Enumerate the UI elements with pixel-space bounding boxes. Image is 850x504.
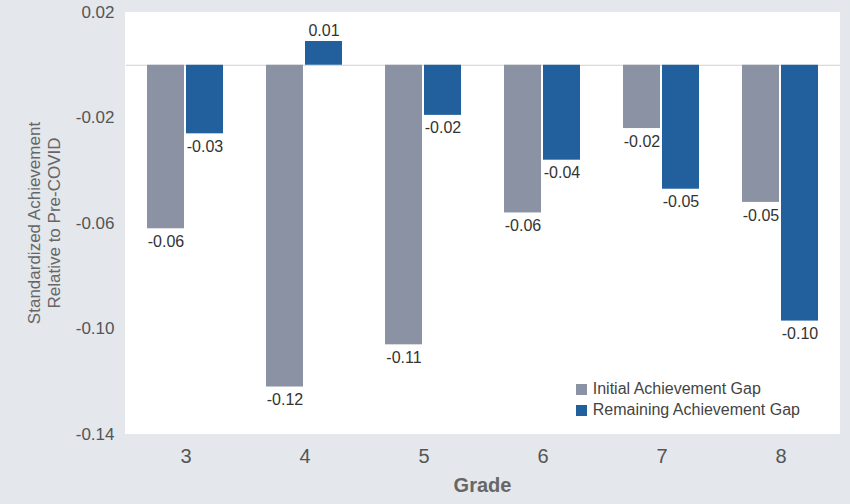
svg-text:-0.05: -0.05 [743, 207, 780, 224]
html-text:Initial Achievement Gap: Initial Achievement Gap [592, 380, 761, 397]
html-text:Standardized Achievement Relat: Standardized Achievement Relative to Pre… [25, 121, 64, 325]
html-text:Grade: Grade [453, 474, 512, 496]
svg-text:-0.02: -0.02 [76, 108, 115, 127]
svg-text:-0.03: -0.03 [187, 138, 224, 155]
svg-text:6: 6 [537, 445, 548, 467]
svg-text:4: 4 [299, 445, 310, 467]
svg-text:5: 5 [418, 445, 429, 467]
svg-text:8: 8 [775, 445, 786, 467]
html-text:Remaining Achievement Gap: Remaining Achievement Gap [592, 401, 800, 418]
svg-text:-0.10: -0.10 [76, 319, 115, 338]
svg-text:-0.04: -0.04 [544, 164, 581, 181]
svg-text:3: 3 [180, 445, 191, 467]
svg-text:-0.02: -0.02 [624, 133, 661, 150]
svg-text:-0.05: -0.05 [663, 193, 700, 210]
svg-text:7: 7 [656, 445, 667, 467]
svg-text:-0.06: -0.06 [76, 214, 115, 233]
svg-text:0.01: 0.01 [308, 22, 339, 39]
svg-text:-0.14: -0.14 [76, 425, 115, 444]
svg-text:-0.12: -0.12 [267, 391, 304, 408]
svg-text:-0.10: -0.10 [782, 325, 819, 342]
svg-text:0.02: 0.02 [81, 3, 114, 22]
svg-text:-0.11: -0.11 [386, 349, 421, 366]
svg-text:-0.06: -0.06 [505, 217, 542, 234]
svg-text:-0.06: -0.06 [148, 233, 185, 250]
svg-text:-0.02: -0.02 [425, 119, 462, 136]
